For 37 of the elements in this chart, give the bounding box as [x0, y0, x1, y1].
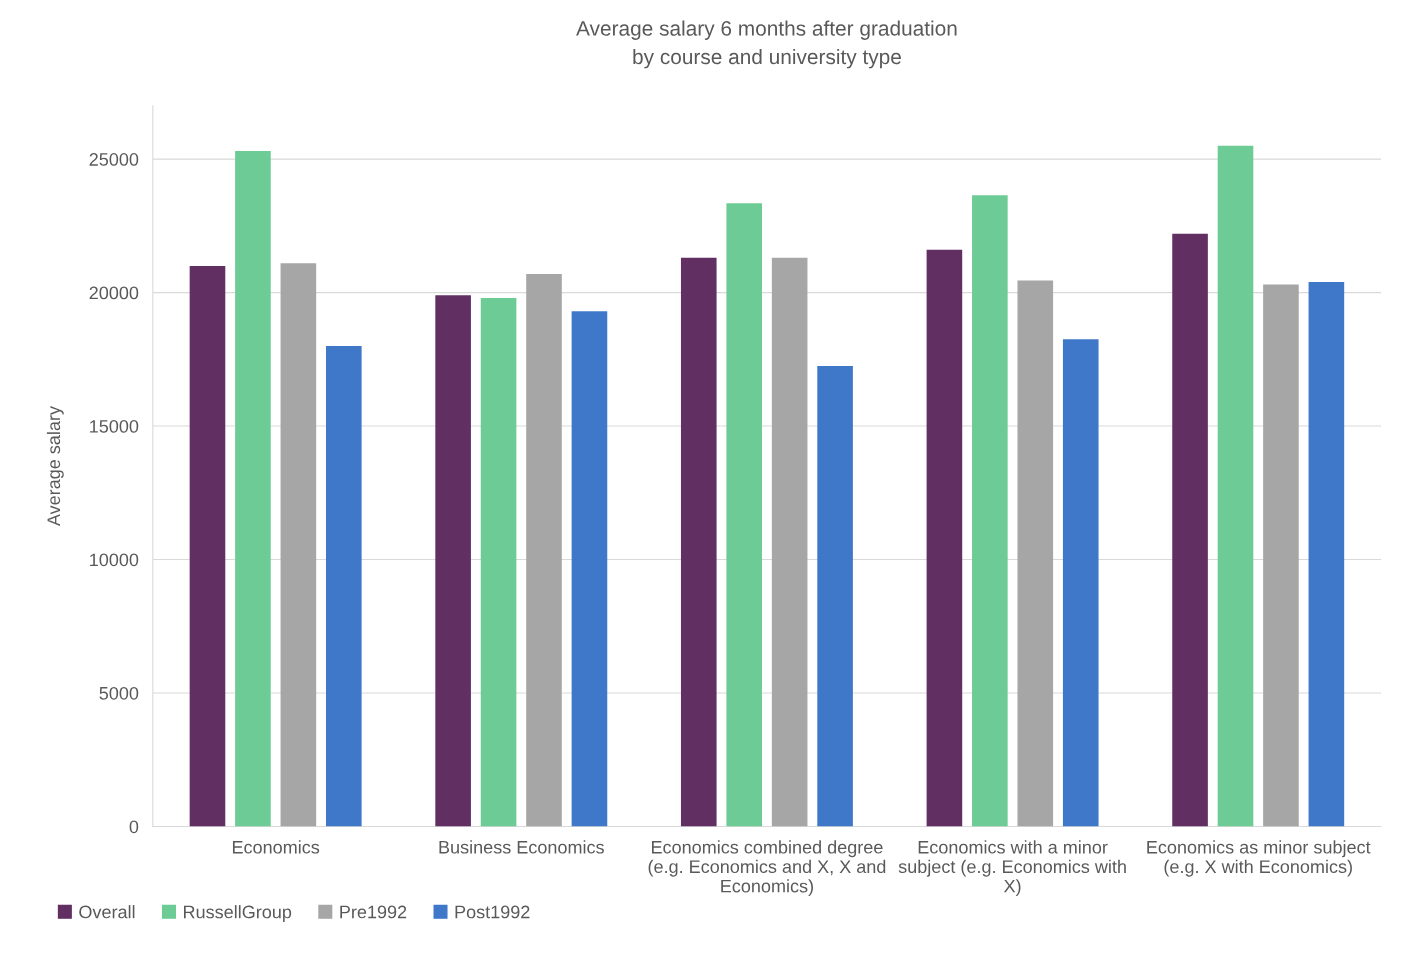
bar	[1017, 280, 1054, 827]
y-tick-label: 15000	[90, 419, 139, 433]
x-tick-label: Economics as minor subject (e.g. X with Economics)	[1147, 840, 1371, 877]
bar	[1062, 339, 1099, 827]
legend-label: Overall	[79, 905, 135, 919]
bar	[235, 151, 271, 827]
chart-title: Average salary 6 months after graduation by course and university type	[576, 20, 957, 69]
x-tick-label: Economics with a minor subject (e.g. Economics with X)	[898, 840, 1126, 897]
y-tick-label: 5000	[99, 686, 139, 700]
y-tick-label: 25000	[89, 153, 139, 166]
bar	[1263, 284, 1299, 827]
y-tick-label: 20000	[89, 286, 139, 300]
bar	[926, 249, 963, 827]
y-tick-label: 10000	[90, 553, 139, 567]
bar	[1172, 233, 1208, 827]
bar	[726, 203, 763, 827]
bar	[280, 263, 317, 827]
x-tick-label: Business Economics	[439, 840, 604, 854]
bar	[817, 365, 853, 827]
legend-label: RussellGroup	[184, 905, 292, 922]
bar	[680, 257, 717, 827]
bar	[571, 311, 608, 827]
legend-label: Post1992	[455, 905, 530, 919]
bar	[480, 297, 517, 827]
bar	[435, 295, 471, 827]
y-axis-title: Average salary	[46, 406, 64, 527]
y-tick-label: 0	[129, 820, 139, 834]
x-tick-label: Economics	[232, 840, 320, 854]
bar	[526, 273, 562, 827]
x-tick-label: Economics combined degree (e.g. Economics and X, X and Economics)	[648, 840, 886, 897]
legend-label: Pre1992	[340, 905, 407, 919]
bar	[189, 265, 226, 827]
bar	[1308, 281, 1345, 827]
bar	[326, 345, 362, 827]
bar	[771, 257, 808, 827]
bar	[972, 195, 1008, 827]
bar	[1217, 145, 1254, 827]
